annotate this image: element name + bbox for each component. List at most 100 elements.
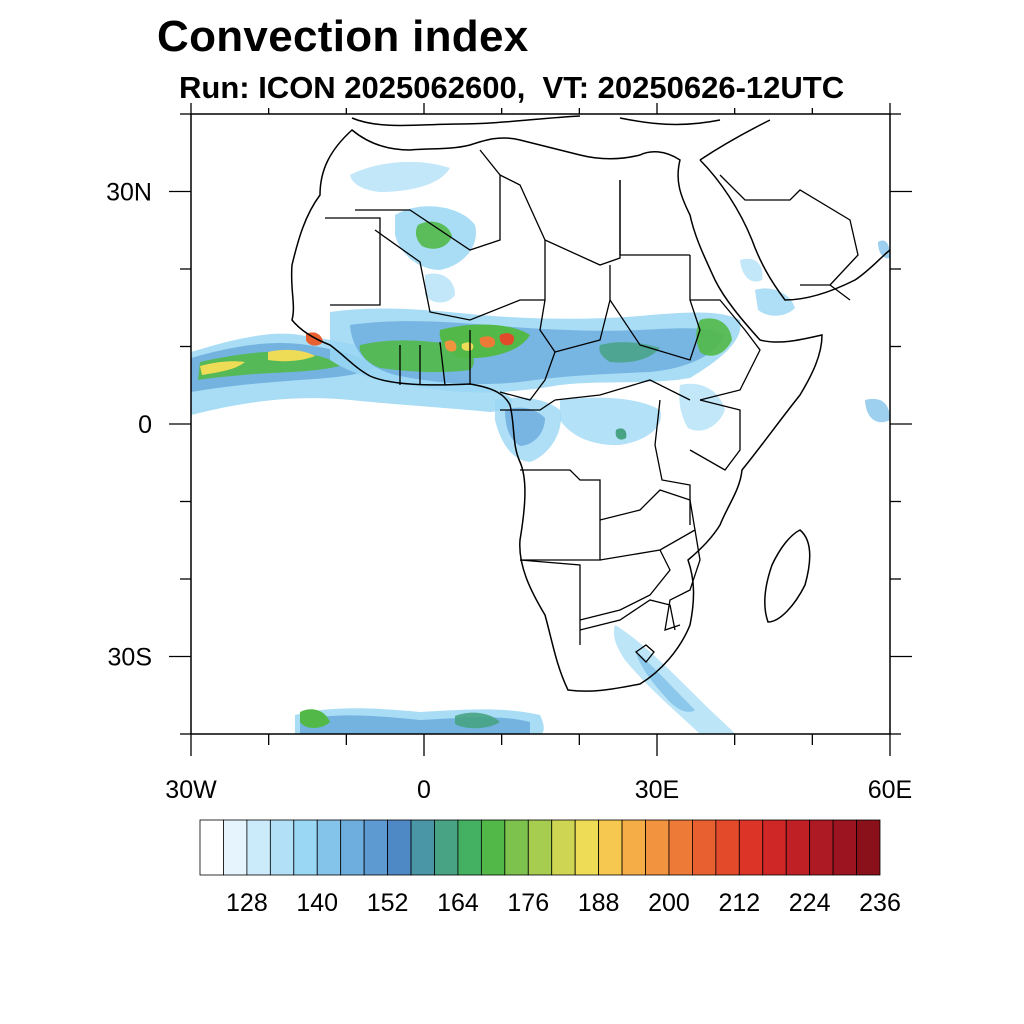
colorbar-label: 212 (718, 889, 760, 917)
colorbar-label: 236 (859, 889, 901, 917)
convection-band-atlantic-yellow (200, 361, 245, 375)
border-drc-east (654, 399, 691, 525)
colorbar-label: 188 (578, 889, 620, 917)
border-chad (539, 265, 611, 353)
colorbar-swatch (293, 819, 318, 876)
colorbar-swatch (809, 819, 834, 876)
border-coastal-west (399, 330, 471, 386)
convection-cell-ethiopia (696, 318, 732, 356)
lat-tick-label: 0 (138, 411, 152, 439)
colorbar-swatch (715, 819, 740, 876)
colorbar-label: 140 (296, 889, 338, 917)
convection-band-congo-mid (505, 407, 545, 446)
colorbar-label: 128 (226, 889, 268, 917)
colorbar-swatch (434, 819, 459, 876)
lat-tick-label: 30S (108, 644, 152, 672)
colorbar-swatch (269, 819, 295, 876)
border-sahel-west (325, 217, 381, 306)
convection-band-sahel-green (359, 340, 474, 373)
convection-band-south-africa (613, 625, 735, 734)
colorbar-swatch (410, 819, 435, 876)
convection-cell-nigeria-hot1 (444, 340, 457, 352)
colorbar-swatch (480, 819, 506, 876)
colorbar-swatch (832, 819, 857, 876)
border-sudan (609, 255, 701, 361)
convection-band-east (679, 383, 725, 431)
lon-tick-label: 0 (417, 776, 431, 804)
border-saudi (719, 174, 859, 301)
colorbar (199, 819, 881, 876)
lat-tick-label: 30N (106, 179, 152, 207)
colorbar-swatch (316, 819, 342, 876)
colorbar-swatch (340, 819, 365, 876)
chart-title: Convection index (157, 12, 529, 61)
colorbar-swatch (621, 819, 646, 876)
convection-patch-sahara-low (425, 273, 455, 303)
colorbar-swatch (199, 819, 224, 876)
lon-tick-label: 30E (635, 776, 679, 804)
convection-patch-gulf (878, 240, 890, 259)
colorbar-swatch (246, 819, 271, 876)
border-south-africa (579, 599, 676, 631)
chart-subtitle: Run: ICON 2025062600, VT: 20250626-12UTC (179, 70, 845, 105)
colorbar-swatch (738, 819, 764, 876)
convection-cell-nigeria-hot3 (499, 333, 515, 346)
convection-band-south-africa-mid (635, 650, 695, 712)
colorbar-swatch (856, 819, 881, 876)
convection-patch-somalia (865, 398, 890, 423)
colorbar-labels: 128 140 152 164 176 188 200 212 224 236 (226, 889, 901, 917)
colorbar-swatch (785, 819, 811, 876)
madagascar-coastline (764, 529, 811, 623)
colorbar-swatch (504, 819, 529, 876)
convection-band-southern-ocean-green2 (455, 712, 500, 729)
colorbar-swatch (457, 819, 482, 876)
europe-coastline (351, 115, 721, 127)
colorbar-label: 176 (507, 889, 549, 917)
colorbar-swatch (574, 819, 600, 876)
convection-band-southern-ocean-green (300, 709, 330, 728)
convection-band-atlantic-yellow2 (268, 349, 315, 362)
colorbar-swatch (551, 819, 576, 876)
africa-coastline (290, 129, 823, 692)
convection-cell-sudan (599, 342, 660, 363)
colorbar-label: 164 (437, 889, 479, 917)
border-egypt (619, 180, 690, 256)
convection-band-lakes (560, 397, 661, 446)
arabia-coastline (699, 119, 890, 301)
colorbar-swatch (387, 819, 412, 876)
convection-cell-nigeria-hot2 (479, 336, 496, 348)
colorbar-swatch (645, 819, 670, 876)
convection-patch-arabia-2 (740, 258, 763, 282)
border-kenya-tanzania (689, 399, 741, 471)
border-cameroon (499, 351, 556, 411)
convection-cell-lakes (615, 428, 627, 440)
colorbar-swatch (223, 819, 248, 876)
axis-tick-labels: 30W 0 30E 60E 30N 0 30S (106, 179, 912, 805)
border-angola (520, 469, 601, 561)
colorbar-label: 152 (367, 889, 409, 917)
border-ethiopia (690, 299, 761, 401)
border-maghreb (355, 149, 501, 251)
colorbar-swatch (692, 819, 717, 876)
colorbar-swatch (668, 819, 693, 876)
colorbar-swatch (527, 819, 553, 876)
lon-tick-label: 60E (868, 776, 912, 804)
lon-tick-label: 30W (165, 776, 217, 804)
border-namibia-botswana (519, 549, 671, 645)
colorbar-label: 200 (648, 889, 690, 917)
colorbar-swatch (363, 819, 388, 876)
colorbar-swatch (762, 819, 787, 876)
convection-cell-nigeria-yellow (461, 342, 474, 351)
border-car-drc (554, 379, 691, 401)
convection-patch-arabia (755, 288, 795, 316)
coastlines (290, 115, 890, 692)
colorbar-swatch (598, 819, 623, 876)
convection-patch-sahara-core (415, 221, 452, 249)
country-borders (325, 149, 859, 663)
border-lesotho (634, 644, 655, 663)
colorbar-label: 224 (789, 889, 831, 917)
convection-patch-maghreb (350, 161, 450, 192)
axis-ticks (169, 103, 912, 756)
border-mozambique (664, 529, 701, 631)
